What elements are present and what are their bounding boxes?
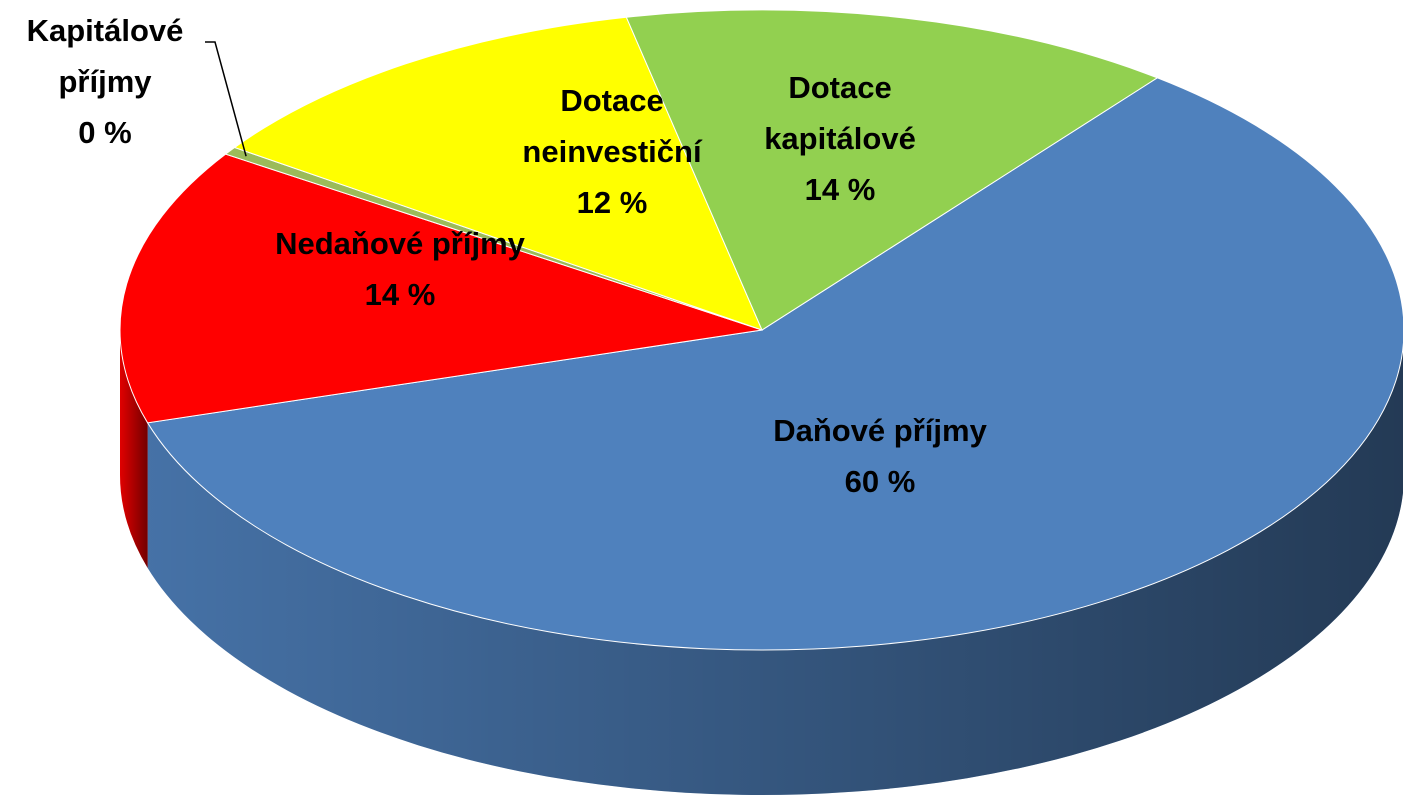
slice: [146, 77, 1403, 651]
value-label: 14 %: [804, 172, 876, 207]
data-label: Nedaňové příjmy 14 %: [230, 218, 570, 320]
slice: [233, 16, 763, 331]
value-label: 0 %: [78, 115, 132, 150]
slice-side-shade: [120, 330, 148, 568]
slice-side-shade: [147, 347, 1403, 796]
category-label: Kapitálové příjmy: [26, 13, 184, 99]
data-label: Daňové příjmy 60 %: [710, 405, 1050, 507]
value-label: 60 %: [844, 464, 916, 499]
data-label: Kapitálové příjmy 0 %: [5, 5, 205, 158]
category-label: Dotace kapitálové: [764, 70, 916, 156]
slice: [625, 9, 1159, 331]
category-label: Dotace neinvestiční: [522, 83, 702, 169]
pie-sides: [120, 330, 1403, 796]
data-label: Dotace kapitálové 14 %: [730, 62, 950, 215]
slice: [119, 153, 763, 424]
data-label: Dotace neinvestiční 12 %: [502, 75, 722, 228]
leader-line: [205, 41, 247, 157]
value-label: 14 %: [364, 277, 436, 312]
category-label: Daňové příjmy: [773, 413, 987, 448]
value-label: 12 %: [576, 185, 648, 220]
category-label: Nedaňové příjmy: [275, 226, 525, 261]
